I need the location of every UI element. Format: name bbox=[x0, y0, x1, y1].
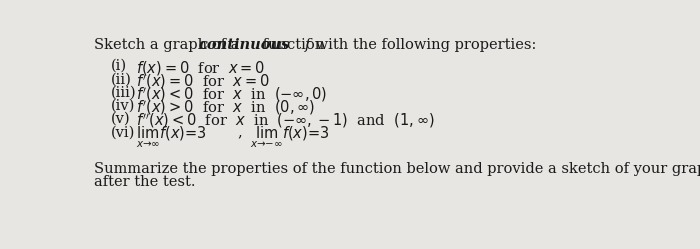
Text: (iii): (iii) bbox=[111, 85, 136, 99]
Text: (iv): (iv) bbox=[111, 98, 135, 112]
Text: $f''(x) < 0$  for  $x$  in  $(-\infty, -1)$  and  $(1, \infty)$: $f''(x) < 0$ for $x$ in $(-\infty, -1)$ … bbox=[136, 112, 434, 130]
Text: function: function bbox=[258, 38, 329, 52]
Text: $\lim_{x\to\infty} f(x) = 3$: $\lim_{x\to\infty} f(x) = 3$ bbox=[136, 125, 206, 150]
Text: (vi): (vi) bbox=[111, 125, 135, 139]
Text: ,: , bbox=[238, 125, 243, 139]
Text: $f'(x) = 0$  for  $x = 0$: $f'(x) = 0$ for $x = 0$ bbox=[136, 72, 270, 91]
Text: after the test.: after the test. bbox=[94, 175, 195, 189]
Text: with the following properties:: with the following properties: bbox=[312, 38, 537, 52]
Text: $f(x) = 0$  for  $x = 0$: $f(x) = 0$ for $x = 0$ bbox=[136, 59, 265, 77]
Text: (ii): (ii) bbox=[111, 72, 132, 86]
Text: $f'(x) < 0$  for  $x$  in  $(-\infty, 0)$: $f'(x) < 0$ for $x$ in $(-\infty, 0)$ bbox=[136, 85, 327, 104]
Text: (i): (i) bbox=[111, 59, 127, 73]
Text: $\lim_{x\to-\infty} f(x) = 3$: $\lim_{x\to-\infty} f(x) = 3$ bbox=[251, 125, 330, 150]
Text: continuous: continuous bbox=[198, 38, 290, 52]
Text: Summarize the properties of the function below and provide a sketch of your grap: Summarize the properties of the function… bbox=[94, 162, 700, 176]
Text: (v): (v) bbox=[111, 112, 130, 125]
Text: Sketch a graph of a: Sketch a graph of a bbox=[94, 38, 244, 52]
Text: f: f bbox=[305, 38, 311, 52]
Text: $f'(x) > 0$  for  $x$  in  $(0, \infty)$: $f'(x) > 0$ for $x$ in $(0, \infty)$ bbox=[136, 98, 315, 117]
